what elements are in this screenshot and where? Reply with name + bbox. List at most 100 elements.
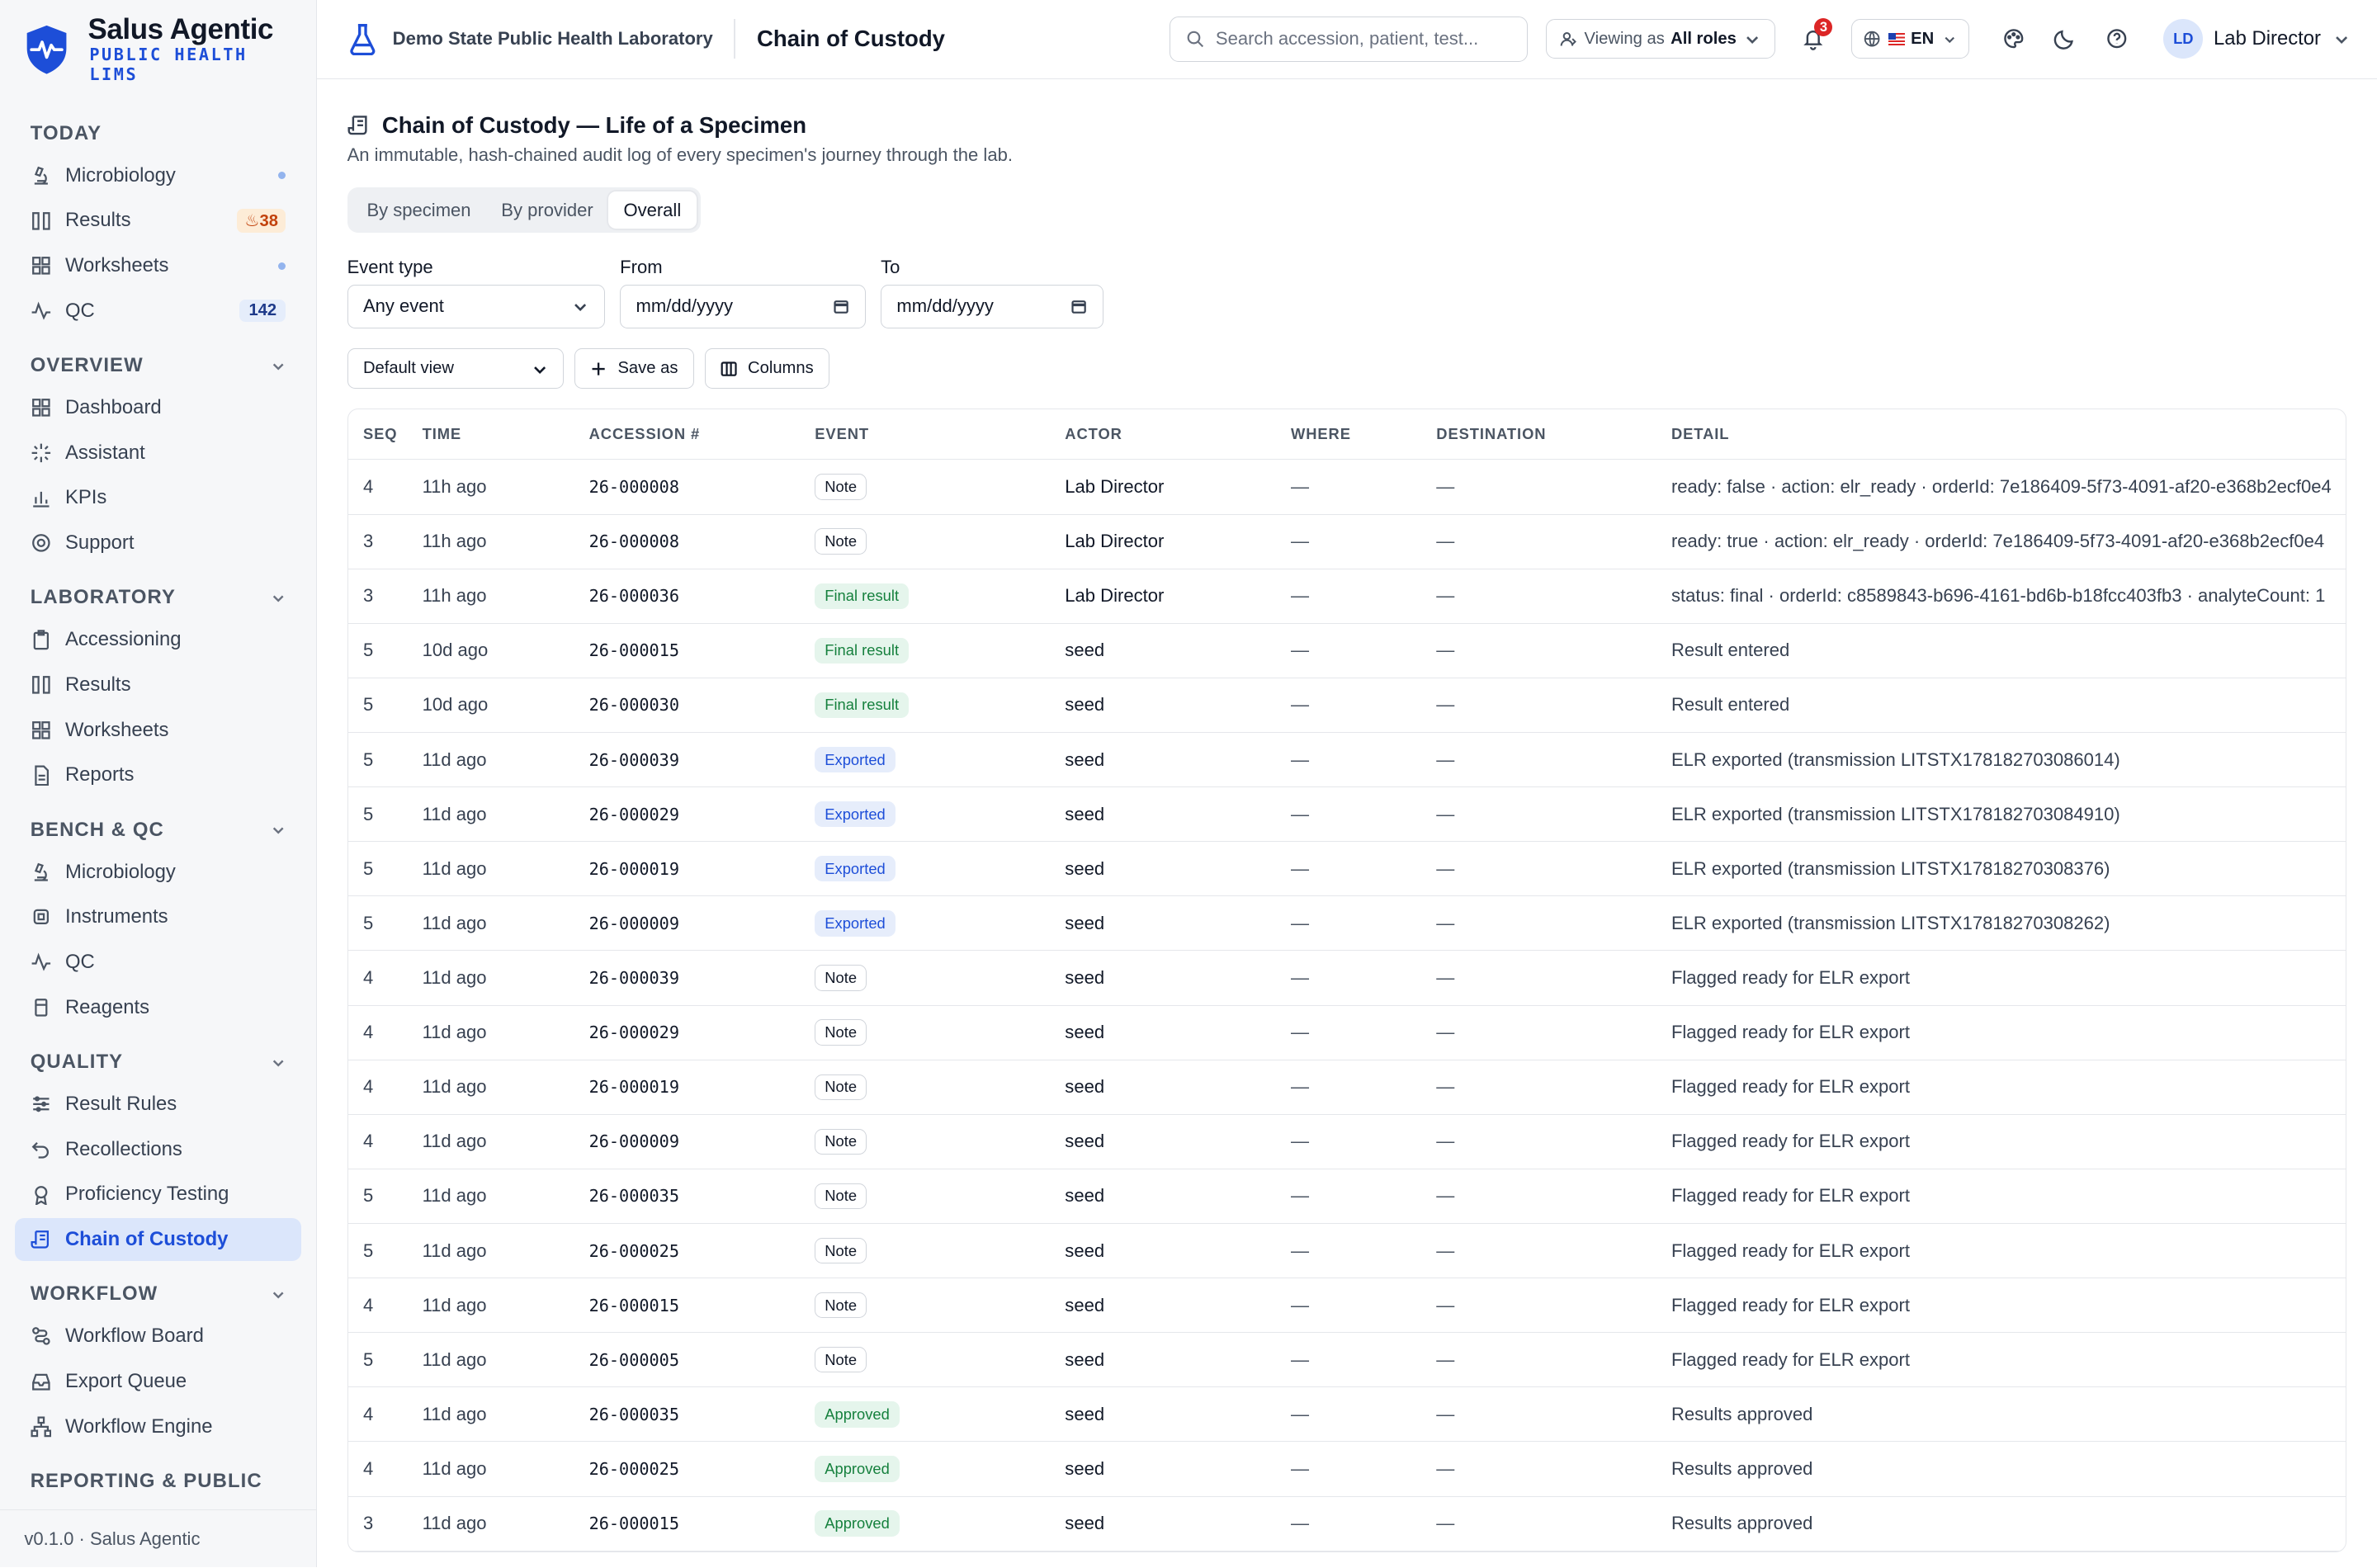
sidebar-item-qc-today[interactable]: QC 142	[15, 290, 300, 332]
save-as-button[interactable]: Save as	[574, 347, 694, 390]
cell-accession[interactable]: 26-000019	[574, 841, 800, 897]
table-row[interactable]: 3 11d ago 26-000015 Approved seed — — Results a…	[347, 1496, 2346, 1551]
column-header-actor[interactable]: ACTOR	[1049, 409, 1276, 460]
brand[interactable]: Salus Agentic PUBLIC HEALTH LIMS	[0, 0, 316, 97]
cell-accession[interactable]: 26-000035	[574, 1386, 800, 1443]
table-row[interactable]: 4 11d ago 26-000025 Approved seed — — Results a…	[347, 1441, 2346, 1497]
sidebar-item-assistant[interactable]: Assistant	[15, 432, 300, 474]
table-row[interactable]: 5 11d ago 26-000025 Note seed — — Flagged ready…	[347, 1223, 2346, 1279]
table-row[interactable]: 5 11d ago 26-000009 Exported seed — — ELR expor…	[347, 895, 2346, 952]
table-row[interactable]: 5 11d ago 26-000029 Exported seed — — ELR expor…	[347, 786, 2346, 843]
from-date-input[interactable]: mm/dd/yyyy	[620, 284, 866, 328]
cell-accession[interactable]: 26-000030	[574, 678, 800, 733]
nav-section-reporting[interactable]: REPORTING & PUBLIC	[15, 1463, 300, 1500]
table-row[interactable]: 4 11d ago 26-000015 Note seed — — Flagged ready…	[347, 1278, 2346, 1334]
cell-accession[interactable]: 26-000036	[574, 569, 800, 624]
table-row[interactable]: 4 11d ago 26-000029 Note seed — — Flagged ready…	[347, 1005, 2346, 1060]
sidebar-item-instruments[interactable]: Instruments	[15, 896, 300, 938]
search-input[interactable]	[1215, 28, 1512, 50]
theme-palette-button[interactable]	[1991, 17, 2036, 62]
cell-detail: Results approved	[1656, 1496, 2346, 1551]
sidebar-item-support[interactable]: Support	[15, 522, 300, 564]
sidebar-item-recollections[interactable]: Recollections	[15, 1128, 300, 1170]
event-type-select[interactable]: Any event	[347, 284, 605, 328]
table-row[interactable]: 5 11d ago 26-000039 Exported seed — — ELR expor…	[347, 732, 2346, 788]
global-search[interactable]	[1170, 16, 1528, 62]
sidebar-item-kpis[interactable]: KPIs	[15, 477, 300, 519]
sidebar-item-label: Reagents	[64, 995, 150, 1018]
tab-by-specimen[interactable]: By specimen	[366, 199, 471, 220]
sidebar-item-proficiency-testing[interactable]: Proficiency Testing	[15, 1174, 300, 1216]
table-row[interactable]: 3 11h ago 26-000036 Final result Lab Directo…	[347, 569, 2346, 624]
sidebar-item-workflow-engine[interactable]: Workflow Engine	[15, 1405, 300, 1448]
cell-accession[interactable]: 26-000015	[574, 1278, 800, 1334]
notifications-button[interactable]: 3	[1790, 17, 1836, 62]
nav-section-laboratory[interactable]: LABORATORY	[15, 579, 300, 616]
cell-accession[interactable]: 26-000005	[574, 1332, 800, 1388]
sidebar-item-results[interactable]: Results	[15, 664, 300, 706]
table-row[interactable]: 4 11h ago 26-000008 Note Lab Director — — ready…	[347, 459, 2346, 515]
table-row[interactable]: 3 11h ago 26-000008 Note Lab Director — — ready…	[347, 514, 2346, 569]
cell-accession[interactable]: 26-000039	[574, 732, 800, 788]
sidebar-item-dashboard[interactable]: Dashboard	[15, 386, 300, 428]
sidebar-item-results-today[interactable]: Results ♨38	[15, 200, 300, 242]
table-row[interactable]: 5 11d ago 26-000005 Note seed — — Flagged ready…	[347, 1332, 2346, 1388]
dark-mode-toggle[interactable]	[2043, 17, 2088, 62]
sidebar-item-worksheets-today[interactable]: Worksheets	[15, 244, 300, 286]
nav-section-workflow[interactable]: WORKFLOW	[15, 1276, 300, 1312]
cell-accession[interactable]: 26-000029	[574, 786, 800, 843]
sidebar-item-result-rules[interactable]: Result Rules	[15, 1083, 300, 1125]
columns-button[interactable]: Columns	[704, 347, 830, 390]
cell-seq: 4	[347, 950, 408, 1006]
column-header-time[interactable]: TIME	[407, 409, 574, 460]
cell-accession[interactable]: 26-000029	[574, 1005, 800, 1060]
sidebar-item-reports[interactable]: Reports	[15, 754, 300, 796]
table-row[interactable]: 5 11d ago 26-000019 Exported seed — — ELR expor…	[347, 841, 2346, 897]
cell-accession[interactable]: 26-000039	[574, 950, 800, 1006]
cell-accession[interactable]: 26-000009	[574, 895, 800, 952]
cell-accession[interactable]: 26-000008	[574, 459, 800, 515]
role-switcher[interactable]: Viewing as All roles	[1545, 19, 1775, 59]
cell-accession[interactable]: 26-000025	[574, 1223, 800, 1279]
nav-section-bench-qc[interactable]: BENCH & QC	[15, 812, 300, 848]
to-date-input[interactable]: mm/dd/yyyy	[881, 284, 1104, 328]
column-header-event[interactable]: EVENT	[799, 409, 1050, 460]
sidebar-item-accessioning[interactable]: Accessioning	[15, 619, 300, 661]
help-button[interactable]	[2094, 17, 2139, 62]
column-header-destination[interactable]: DESTINATION	[1420, 409, 1656, 460]
tab-overall[interactable]: Overall	[608, 191, 697, 229]
saved-view-select[interactable]: Default view	[347, 347, 565, 390]
sidebar-item-workflow-board[interactable]: Workflow Board	[15, 1315, 300, 1358]
table-row[interactable]: 5 10d ago 26-000030 Final result seed — — Resul…	[347, 678, 2346, 733]
cell-accession[interactable]: 26-000008	[574, 514, 800, 569]
cell-accession[interactable]: 26-000015	[574, 1496, 800, 1551]
sidebar-item-qc[interactable]: QC	[15, 941, 300, 983]
column-header-accession[interactable]: ACCESSION #	[574, 409, 800, 460]
cell-accession[interactable]: 26-000009	[574, 1114, 800, 1169]
table-row[interactable]: 5 10d ago 26-000015 Final result seed — — Resul…	[347, 623, 2346, 678]
cell-accession[interactable]: 26-000015	[574, 623, 800, 678]
cell-accession[interactable]: 26-000035	[574, 1169, 800, 1224]
tab-by-provider[interactable]: By provider	[501, 199, 593, 220]
sidebar-item-export-queue[interactable]: Export Queue	[15, 1360, 300, 1402]
table-row[interactable]: 4 11d ago 26-000039 Note seed — — Flagged ready…	[347, 950, 2346, 1006]
table-row[interactable]: 4 11d ago 26-000035 Approved seed — — Results a…	[347, 1386, 2346, 1443]
cell-accession[interactable]: 26-000019	[574, 1060, 800, 1115]
language-selector[interactable]: EN	[1850, 19, 1970, 59]
sidebar-item-microbiology[interactable]: Microbiology	[15, 851, 300, 893]
sidebar-item-chain-of-custody[interactable]: Chain of Custody	[15, 1218, 301, 1261]
user-menu[interactable]: LD Lab Director	[2163, 19, 2349, 59]
column-header-seq[interactable]: SEQ	[347, 409, 408, 460]
table-row[interactable]: 4 11d ago 26-000019 Note seed — — Flagged ready…	[347, 1060, 2346, 1115]
sidebar-item-worksheets[interactable]: Worksheets	[15, 709, 300, 751]
cell-accession[interactable]: 26-000025	[574, 1441, 800, 1497]
nav-section-quality[interactable]: QUALITY	[15, 1044, 300, 1080]
table-row[interactable]: 5 11d ago 26-000035 Note seed — — Flagged ready…	[347, 1169, 2346, 1224]
sidebar-item-reagents[interactable]: Reagents	[15, 986, 300, 1028]
column-header-detail[interactable]: DETAIL	[1656, 409, 2346, 460]
nav-section-overview[interactable]: OVERVIEW	[15, 347, 300, 384]
table-row[interactable]: 4 11d ago 26-000009 Note seed — — Flagged ready…	[347, 1114, 2346, 1169]
sidebar-item-microbiology-today[interactable]: Microbiology	[15, 154, 300, 196]
calendar-icon	[1071, 300, 1087, 314]
column-header-where[interactable]: WHERE	[1275, 409, 1421, 460]
